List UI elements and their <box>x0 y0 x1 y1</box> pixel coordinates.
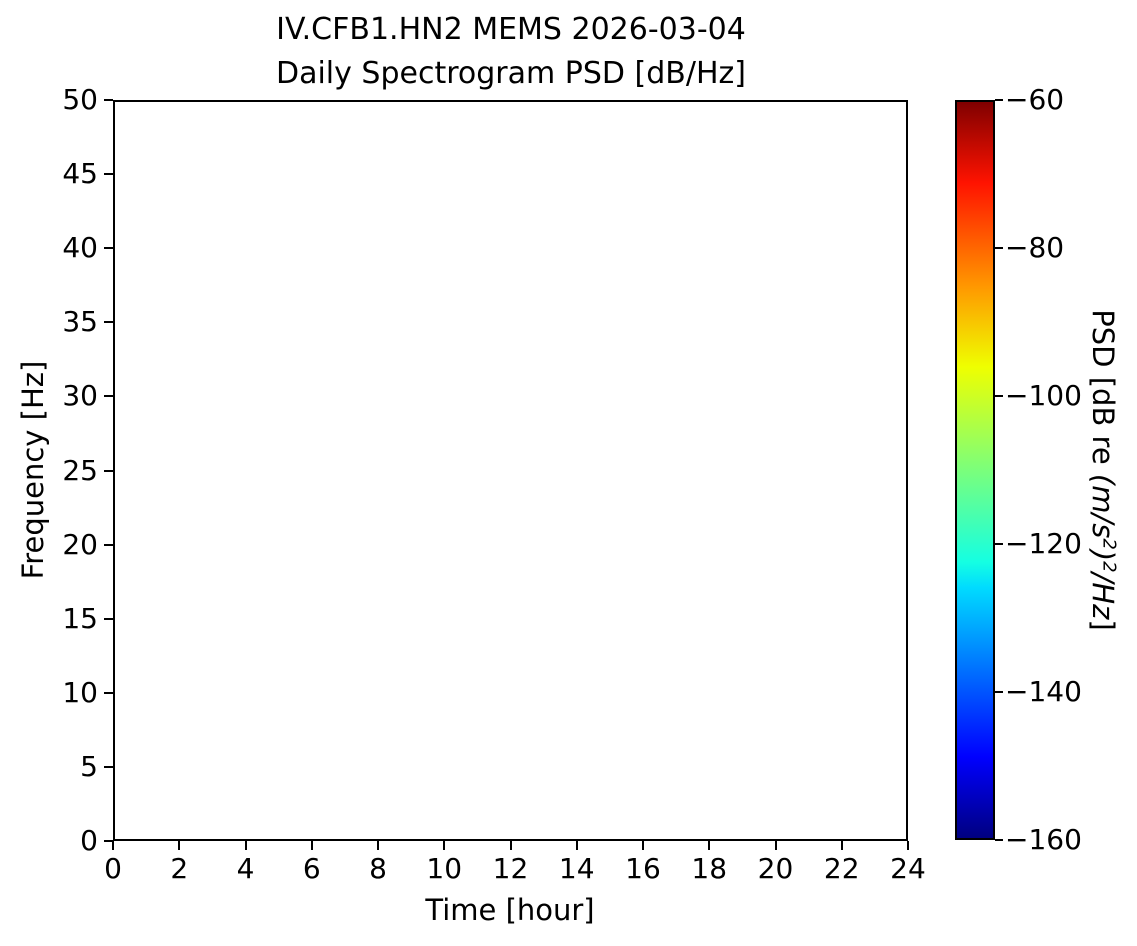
colorbar-label-sup2: 2 <box>1098 561 1120 573</box>
y-tick-label: 0 <box>80 824 98 857</box>
x-tick-mark <box>178 841 181 850</box>
x-axis-label: Time [hour] <box>425 893 595 927</box>
y-tick-mark <box>104 173 113 176</box>
y-tick-mark <box>104 765 113 768</box>
colorbar-tick-mark <box>995 395 1003 397</box>
x-tick-mark <box>244 841 247 850</box>
x-tick-label: 6 <box>302 852 321 885</box>
x-tick-mark <box>708 841 711 850</box>
x-tick-label: 4 <box>236 852 255 885</box>
y-tick-label: 25 <box>62 453 98 487</box>
colorbar-tick-label: −100 <box>1005 379 1082 412</box>
colorbar-tick-mark <box>995 99 1003 101</box>
x-tick-mark <box>112 841 114 850</box>
colorbar-tick-label: −160 <box>1005 823 1082 856</box>
colorbar-label-math: (m/s <box>1086 473 1120 539</box>
x-tick-label: 2 <box>170 852 189 885</box>
colorbar-label-end: ] <box>1086 619 1120 631</box>
colorbar-axis-label: PSD [dB re (m/s2)2/Hz] <box>1086 309 1120 630</box>
y-tick-mark <box>104 691 113 694</box>
colorbar <box>955 100 995 840</box>
y-tick-label: 50 <box>62 83 98 116</box>
y-tick-mark <box>104 543 113 546</box>
x-tick-label: 14 <box>558 852 595 885</box>
y-tick-mark <box>104 840 113 842</box>
y-tick-label: 15 <box>62 601 98 635</box>
x-tick-label: 20 <box>757 852 794 885</box>
x-tick-label: 16 <box>625 852 661 885</box>
colorbar-tick-mark <box>995 839 1003 841</box>
x-tick-mark <box>310 841 313 850</box>
colorbar-tick-mark <box>995 691 1003 693</box>
x-tick-mark <box>443 841 446 850</box>
y-tick-label: 30 <box>62 379 98 413</box>
x-tick-label: 10 <box>426 852 463 885</box>
colorbar-tick-label: −120 <box>1005 527 1082 560</box>
x-tick-mark <box>509 841 512 850</box>
y-tick-label: 45 <box>62 157 98 191</box>
colorbar-label-sup1: 2 <box>1098 538 1120 550</box>
colorbar-tick-label: −140 <box>1005 675 1082 708</box>
x-tick-mark <box>774 841 777 850</box>
x-tick-mark <box>840 841 843 850</box>
plot-title-line1: IV.CFB1.HN2 MEMS 2026-03-04 <box>276 12 746 47</box>
y-tick-mark <box>104 617 113 620</box>
plot-title: IV.CFB1.HN2 MEMS 2026-03-04 Daily Spectr… <box>276 8 746 96</box>
x-tick-label: 18 <box>691 852 728 885</box>
colorbar-tick-label: −60 <box>1005 83 1065 116</box>
y-tick-label: 5 <box>80 749 98 783</box>
plot-area <box>113 100 908 841</box>
y-tick-label: 40 <box>62 231 98 265</box>
y-tick-mark <box>104 99 113 101</box>
y-tick-mark <box>104 469 113 472</box>
x-tick-mark <box>377 841 379 850</box>
y-tick-mark <box>104 247 113 250</box>
colorbar-label-close: ) <box>1086 549 1120 562</box>
colorbar-tick-mark <box>995 543 1003 545</box>
colorbar-label-prefix: PSD [dB re <box>1086 309 1120 474</box>
plot-title-line2: Daily Spectrogram PSD [dB/Hz] <box>275 56 747 91</box>
x-tick-mark <box>575 841 578 850</box>
x-tick-mark <box>907 841 909 850</box>
y-tick-label: 35 <box>62 305 98 339</box>
y-tick-mark <box>104 395 113 398</box>
x-tick-label: 0 <box>104 852 122 885</box>
y-tick-label: 10 <box>62 675 98 709</box>
y-tick-label: 20 <box>62 527 98 561</box>
colorbar-tick-label: −80 <box>1005 231 1065 264</box>
colorbar-label-tail: /Hz <box>1086 572 1120 620</box>
colorbar-tick-mark <box>995 247 1003 249</box>
x-tick-mark <box>642 841 644 850</box>
y-tick-mark <box>104 321 113 324</box>
x-tick-label: 8 <box>369 852 387 885</box>
x-tick-label: 24 <box>890 852 926 885</box>
x-tick-label: 22 <box>823 852 860 885</box>
x-tick-label: 12 <box>492 852 529 885</box>
